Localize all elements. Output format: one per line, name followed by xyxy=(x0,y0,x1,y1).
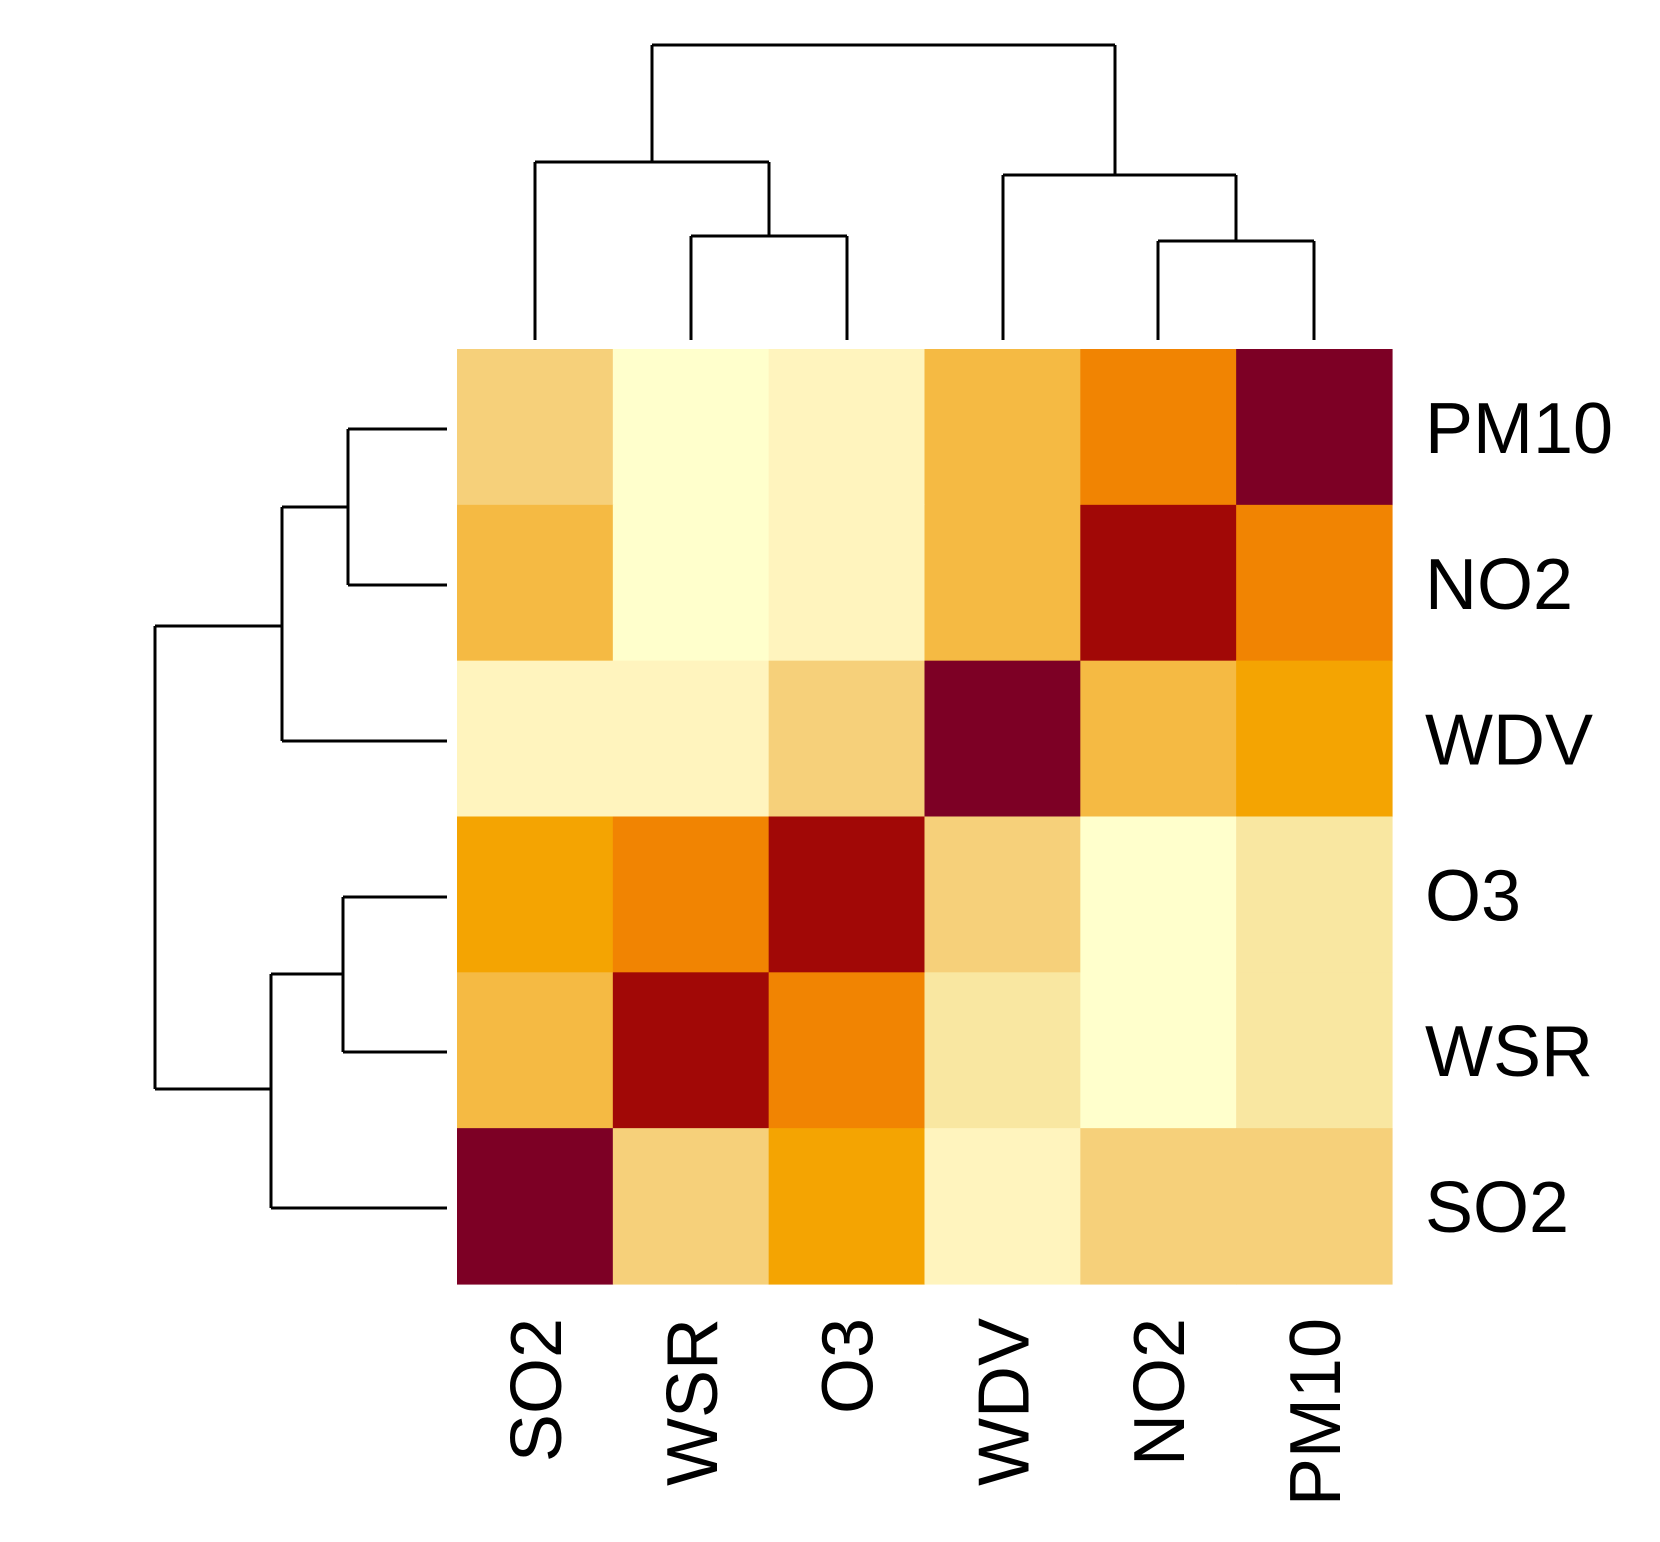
heatmap-cell-wdv-no2 xyxy=(1080,660,1237,818)
heatmap-cell-pm10-no2 xyxy=(1080,349,1237,506)
column-labels: SO2 WSR O3 WDV NO2 PM10 xyxy=(497,1318,1356,1506)
column-label-wdv: WDV xyxy=(964,1318,1044,1486)
heatmap-cell-wsr-so2 xyxy=(457,972,614,1129)
heatmap-cell-pm10-pm10 xyxy=(1236,349,1393,506)
heatmap-cell-pm10-o3 xyxy=(768,349,926,506)
heatmap-cell-no2-wsr xyxy=(612,504,770,662)
heatmap-cell-no2-no2 xyxy=(1080,504,1237,662)
heatmap-cell-o3-wdv xyxy=(924,816,1081,973)
row-dendrogram xyxy=(153,427,447,1210)
row-label-wsr: WSR xyxy=(1425,1012,1593,1092)
heatmap-cell-wsr-wsr xyxy=(612,972,770,1129)
heatmap-cell-so2-o3 xyxy=(768,1128,926,1285)
heatmap-cell-no2-wdv xyxy=(924,504,1081,662)
heatmap-cell-wdv-wsr xyxy=(612,660,770,818)
column-label-so2: SO2 xyxy=(497,1318,577,1462)
heatmap-cell-wsr-no2 xyxy=(1080,972,1237,1129)
row-labels: PM10 NO2 WDV O3 WSR SO2 xyxy=(1425,389,1613,1248)
heatmap-cells xyxy=(457,349,1393,1285)
heatmap-cell-o3-wsr xyxy=(612,816,770,973)
heatmap-cell-no2-o3 xyxy=(768,504,926,662)
column-label-no2: NO2 xyxy=(1120,1318,1200,1466)
row-label-pm10: PM10 xyxy=(1425,389,1613,469)
heatmap-cell-wdv-pm10 xyxy=(1236,660,1393,818)
heatmap-cell-no2-so2 xyxy=(457,504,614,662)
heatmap-cell-so2-so2 xyxy=(457,1128,614,1285)
heatmap-cell-wsr-wdv xyxy=(924,972,1081,1129)
heatmap-cell-o3-so2 xyxy=(457,816,614,973)
column-label-wsr: WSR xyxy=(653,1318,733,1486)
heatmap-cell-so2-pm10 xyxy=(1236,1128,1393,1285)
heatmap-cell-wsr-o3 xyxy=(768,972,926,1129)
heatmap-cell-pm10-wdv xyxy=(924,349,1081,506)
row-label-so2: SO2 xyxy=(1425,1168,1569,1248)
heatmap-cell-no2-pm10 xyxy=(1236,504,1393,662)
heatmap-cell-wdv-o3 xyxy=(768,660,926,818)
heatmap-cell-wdv-wdv xyxy=(924,660,1081,818)
heatmap-cell-wsr-pm10 xyxy=(1236,972,1393,1129)
row-label-o3: O3 xyxy=(1425,856,1521,936)
heatmap-cell-o3-pm10 xyxy=(1236,816,1393,973)
heatmap-cell-pm10-so2 xyxy=(457,349,614,506)
row-label-wdv: WDV xyxy=(1425,701,1593,781)
heatmap-cell-so2-no2 xyxy=(1080,1128,1237,1285)
heatmap-cell-pm10-wsr xyxy=(612,349,770,506)
column-label-pm10: PM10 xyxy=(1276,1318,1356,1506)
heatmap-cell-o3-no2 xyxy=(1080,816,1237,973)
heatmap-cell-so2-wsr xyxy=(612,1128,770,1285)
row-label-no2: NO2 xyxy=(1425,545,1573,625)
column-label-o3: O3 xyxy=(809,1318,889,1414)
heatmap-cell-so2-wdv xyxy=(924,1128,1081,1285)
column-dendrogram xyxy=(533,43,1316,340)
heatmap-cell-wdv-so2 xyxy=(457,660,614,818)
heatmap-cell-o3-o3 xyxy=(768,816,926,973)
